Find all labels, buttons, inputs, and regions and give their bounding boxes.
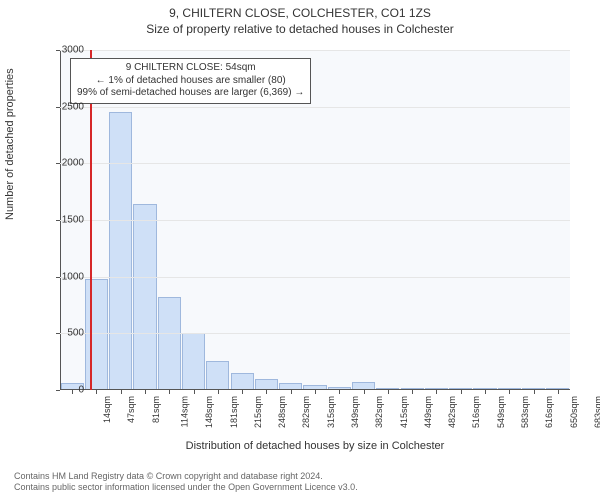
grid-line (60, 333, 570, 334)
xtick-label: 315sqm (326, 396, 336, 428)
bar (158, 297, 181, 390)
xtick-mark (121, 390, 122, 394)
xtick-mark (194, 390, 195, 394)
xtick-label: 650sqm (569, 396, 579, 428)
ytick-label: 2500 (44, 101, 84, 112)
xtick-label: 349sqm (350, 396, 360, 428)
xtick-mark (218, 390, 219, 394)
y-axis-label: Number of detached properties (4, 68, 16, 220)
ytick-label: 3000 (44, 45, 84, 56)
xtick-label: 482sqm (447, 396, 457, 428)
bar (133, 204, 156, 390)
bar (109, 112, 132, 390)
info-line-1: 9 CHILTERN CLOSE: 54sqm (77, 62, 304, 75)
bar (85, 279, 108, 390)
xtick-label: 415sqm (399, 396, 409, 428)
xtick-label: 282sqm (301, 396, 311, 428)
footer-line-1: Contains HM Land Registry data © Crown c… (14, 471, 358, 483)
xtick-mark (145, 390, 146, 394)
page-title: 9, CHILTERN CLOSE, COLCHESTER, CO1 1ZS (0, 6, 600, 20)
xtick-label: 516sqm (471, 396, 481, 428)
bar (182, 333, 205, 390)
xtick-mark (291, 390, 292, 394)
ytick-label: 2000 (44, 158, 84, 169)
xtick-mark (266, 390, 267, 394)
grid-line (60, 50, 570, 51)
xtick-mark (534, 390, 535, 394)
xtick-label: 114sqm (179, 396, 189, 427)
xtick-mark (315, 390, 316, 394)
xtick-mark (242, 390, 243, 394)
xtick-mark (169, 390, 170, 394)
bar (206, 361, 229, 390)
xtick-label: 248sqm (277, 396, 287, 428)
ytick-label: 1000 (44, 271, 84, 282)
grid-line (60, 107, 570, 108)
xtick-mark (388, 390, 389, 394)
xtick-label: 81sqm (151, 396, 161, 423)
xtick-mark (485, 390, 486, 394)
ytick-label: 500 (44, 328, 84, 339)
ytick-label: 1500 (44, 215, 84, 226)
xtick-label: 449sqm (423, 396, 433, 428)
xtick-mark (364, 390, 365, 394)
ytick-label: 0 (44, 385, 84, 396)
info-line-2: ← 1% of detached houses are smaller (80) (77, 75, 304, 88)
xtick-label: 14sqm (102, 396, 112, 423)
xtick-mark (461, 390, 462, 394)
grid-line (60, 163, 570, 164)
x-axis-label: Distribution of detached houses by size … (60, 440, 570, 452)
bar (231, 373, 254, 390)
xtick-label: 148sqm (204, 396, 214, 428)
xtick-label: 549sqm (496, 396, 506, 428)
xtick-label: 215sqm (253, 396, 263, 428)
xtick-label: 181sqm (229, 396, 239, 428)
info-line-3: 99% of semi-detached houses are larger (… (77, 87, 304, 100)
info-box: 9 CHILTERN CLOSE: 54sqm ← 1% of detached… (70, 58, 311, 104)
xtick-label: 382sqm (374, 396, 384, 428)
xtick-mark (436, 390, 437, 394)
xtick-mark (509, 390, 510, 394)
xtick-mark (558, 390, 559, 394)
xtick-mark (412, 390, 413, 394)
xtick-mark (339, 390, 340, 394)
xtick-label: 683sqm (593, 396, 600, 428)
xtick-label: 616sqm (544, 396, 554, 428)
page-subtitle: Size of property relative to detached ho… (0, 22, 600, 36)
footer-line-2: Contains public sector information licen… (14, 482, 358, 494)
grid-line (60, 277, 570, 278)
xtick-label: 583sqm (520, 396, 530, 428)
xtick-mark (96, 390, 97, 394)
grid-line (60, 220, 570, 221)
footer-notice: Contains HM Land Registry data © Crown c… (14, 471, 358, 494)
xtick-label: 47sqm (126, 396, 136, 423)
